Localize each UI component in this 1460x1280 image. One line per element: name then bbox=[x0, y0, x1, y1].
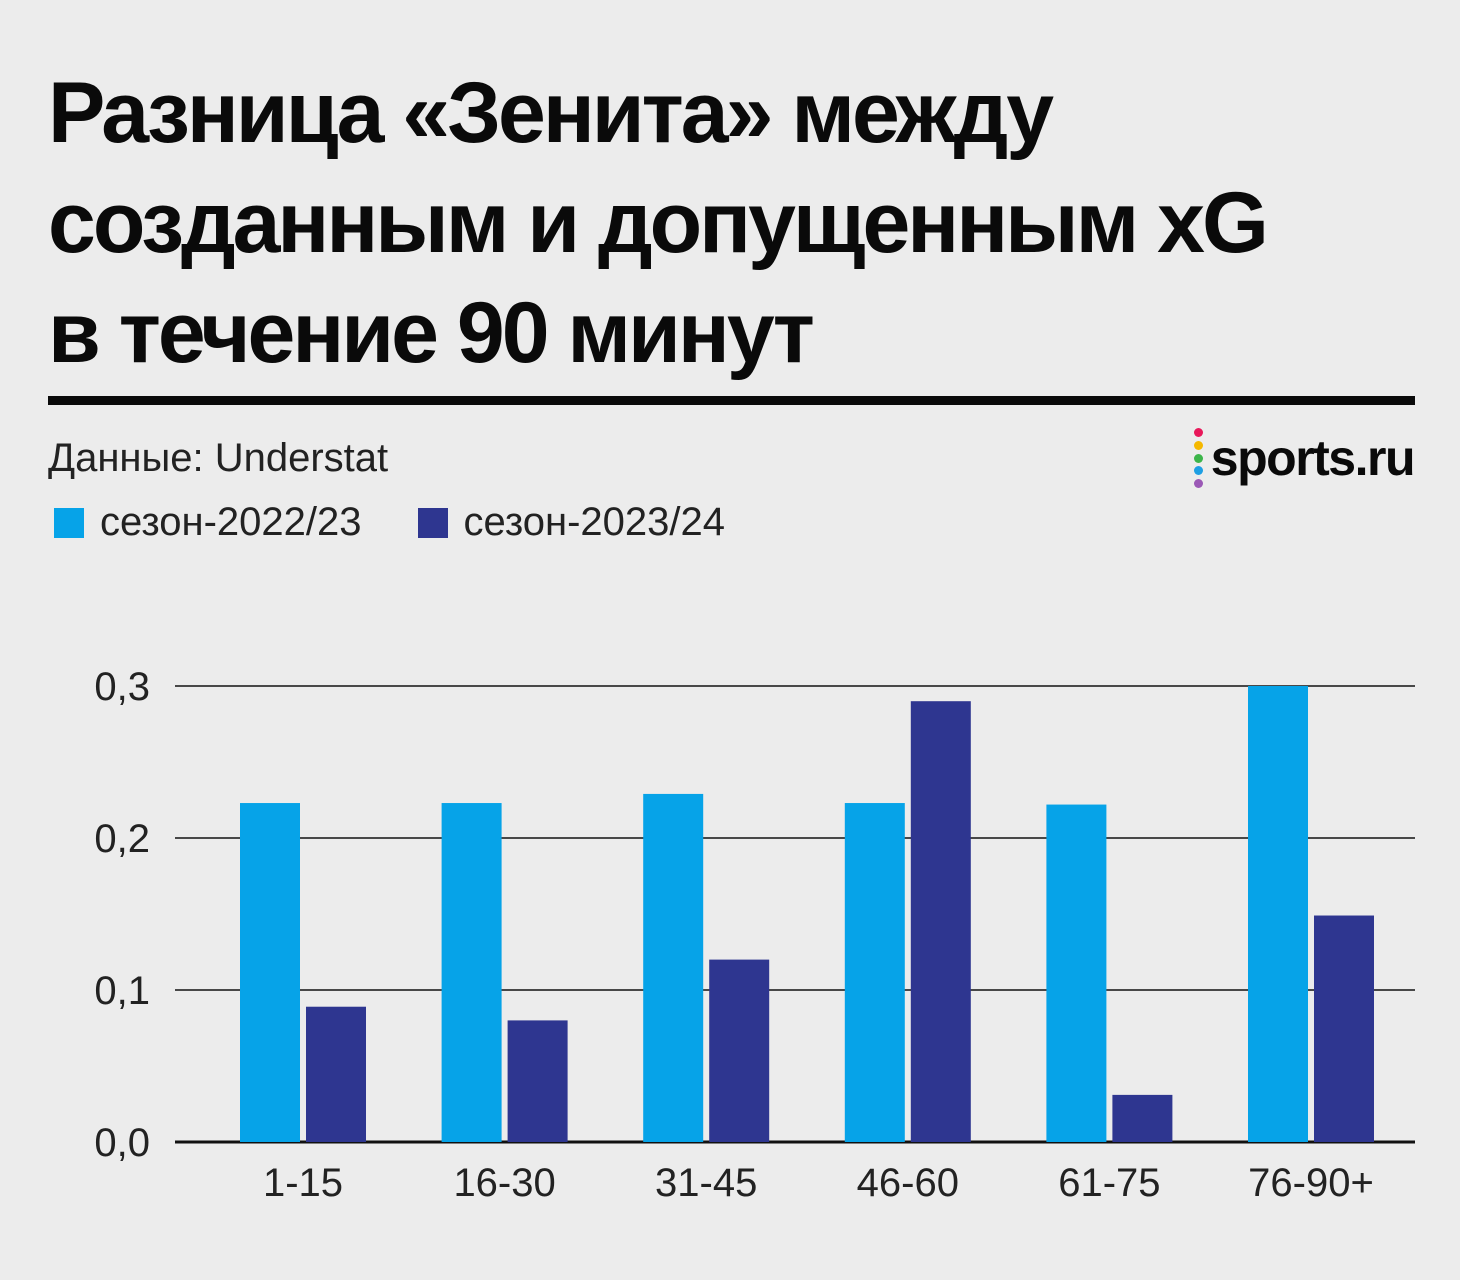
bar-31-45-series-1 bbox=[643, 793, 704, 1142]
bar-76-90+-series-1 bbox=[1248, 686, 1308, 1142]
logo-text: sports.ru bbox=[1210, 430, 1416, 486]
legend-label-2022-23: сезон-2022/23 bbox=[100, 500, 362, 544]
x-tick-label: 1-15 bbox=[263, 1161, 343, 1205]
x-tick-label: 16-30 bbox=[453, 1161, 555, 1205]
bar-16-30-series-2 bbox=[507, 1020, 568, 1142]
bar-31-45-series-2 bbox=[709, 959, 770, 1142]
chart-title-line-3: в течение 90 минут bbox=[48, 285, 815, 381]
logo-dot bbox=[1193, 428, 1203, 437]
legend-item-2023-24: сезон-2023/24 bbox=[417, 500, 726, 545]
y-tick-label: 0,0 bbox=[94, 1121, 150, 1165]
legend-label-2023-24: сезон-2023/24 bbox=[463, 500, 726, 544]
bar-46-60-series-1 bbox=[844, 803, 905, 1142]
bar-61-75-series-1 bbox=[1046, 804, 1107, 1142]
chart-title-line-2: созданным и допущенным xG bbox=[48, 175, 1269, 271]
chart-title-line-1: Разница «Зенита» между bbox=[48, 65, 1054, 161]
logo-dot bbox=[1193, 466, 1203, 476]
bar-46-60-series-2 bbox=[910, 701, 971, 1142]
sports-ru-logo: sports.ru bbox=[1193, 426, 1416, 490]
data-source: Данные: Understat bbox=[48, 436, 389, 480]
bar-76-90+-series-2 bbox=[1314, 915, 1374, 1142]
chart-legend: сезон-2022/23 сезон-2023/24 bbox=[54, 500, 781, 545]
x-tick-label: 46-60 bbox=[857, 1161, 959, 1205]
bar-1-15-series-1 bbox=[240, 803, 300, 1142]
bar-16-30-series-1 bbox=[441, 803, 502, 1142]
logo-dot bbox=[1193, 440, 1203, 450]
y-tick-label: 0,1 bbox=[94, 969, 150, 1013]
bar-61-75-series-2 bbox=[1112, 1094, 1173, 1142]
bar-1-15-series-2 bbox=[306, 1006, 366, 1142]
y-tick-label: 0,2 bbox=[94, 817, 150, 861]
legend-item-2022-23: сезон-2022/23 bbox=[54, 500, 362, 545]
legend-swatch-2022-23 bbox=[54, 507, 84, 538]
logo-dots-icon bbox=[1193, 428, 1203, 488]
y-tick-label: 0,3 bbox=[94, 665, 150, 709]
x-tick-label: 61-75 bbox=[1058, 1161, 1160, 1205]
chart-title: Разница «Зенита» между созданным и допущ… bbox=[48, 58, 1418, 388]
x-tick-label: 31-45 bbox=[655, 1161, 757, 1205]
title-divider bbox=[48, 396, 1415, 405]
legend-swatch-2023-24 bbox=[417, 507, 448, 538]
logo-dot bbox=[1193, 479, 1203, 488]
x-tick-label: 76-90+ bbox=[1248, 1161, 1374, 1205]
logo-dot bbox=[1193, 453, 1203, 463]
